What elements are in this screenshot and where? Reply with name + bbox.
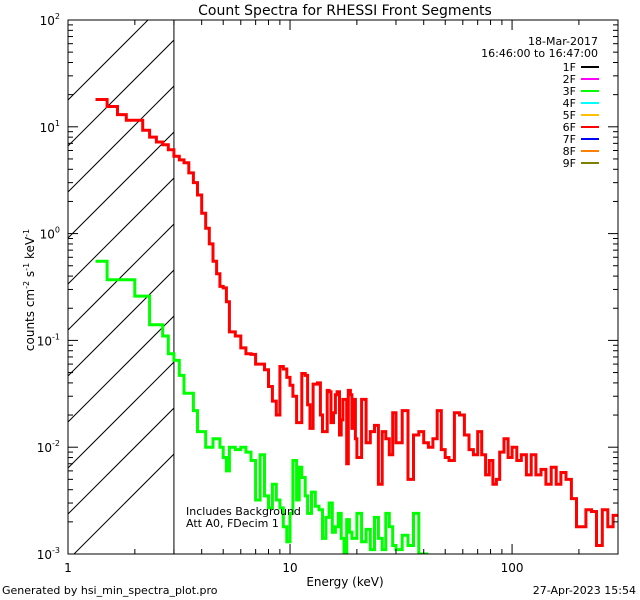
hatched-region bbox=[68, 20, 174, 554]
legend-label: 3F bbox=[563, 85, 576, 98]
y-tick-label: 101 bbox=[40, 119, 60, 135]
observation-time-range: 16:46:00 to 16:47:00 bbox=[481, 47, 598, 60]
chart-title: Count Spectra for RHESSI Front Segments bbox=[198, 3, 492, 19]
hatch-line bbox=[68, 85, 174, 193]
hatch-line bbox=[68, 361, 174, 469]
x-tick-label: 100 bbox=[501, 561, 524, 575]
annotation-attenuator: Att A0, FDecim 1 bbox=[186, 517, 279, 530]
y-axis-label-part: counts cm bbox=[23, 289, 37, 351]
hatch-line bbox=[68, 177, 174, 285]
y-axis-label-part: keV bbox=[23, 236, 37, 263]
plot-frame bbox=[67, 19, 619, 555]
observation-date: 18-Mar-2017 bbox=[528, 35, 598, 48]
y-axis-label-part: s bbox=[23, 271, 37, 281]
series-6F-line bbox=[95, 98, 618, 547]
footer-timestamp: 27-Apr-2023 15:54 bbox=[533, 584, 636, 597]
hatch-line bbox=[68, 407, 174, 515]
hatch-line bbox=[68, 223, 174, 331]
y-axis-label: counts cm-2 s-1 keV-1 bbox=[22, 229, 37, 351]
hatch-line bbox=[68, 269, 174, 377]
legend-label: 8F bbox=[563, 145, 576, 158]
hatch-line bbox=[73, 453, 174, 554]
y-tick-label: 10-2 bbox=[37, 439, 60, 455]
legend-label: 9F bbox=[563, 157, 576, 170]
legend-label: 4F bbox=[563, 97, 576, 110]
hatch-line bbox=[68, 39, 174, 147]
annotation-background: Includes Background bbox=[186, 505, 301, 518]
y-tick-label: 102 bbox=[40, 12, 60, 28]
legend-label: 7F bbox=[563, 133, 576, 146]
y-axis-label-exp: -1 bbox=[22, 229, 31, 237]
footer-generated-by: Generated by hsi_min_spectra_plot.pro bbox=[2, 584, 218, 597]
y-tick-label: 100 bbox=[40, 226, 60, 242]
legend-label: 5F bbox=[563, 109, 576, 122]
legend-label: 1F bbox=[563, 61, 576, 74]
legend-label: 6F bbox=[563, 121, 576, 134]
y-axis-label-exp: -2 bbox=[22, 281, 31, 289]
series-3F-line bbox=[95, 259, 429, 554]
x-tick-label: 1 bbox=[64, 561, 72, 575]
hatch-line bbox=[68, 315, 174, 423]
y-tick-label: 10-3 bbox=[37, 546, 60, 562]
legend-label: 2F bbox=[563, 73, 576, 86]
y-axis-label-exp: -1 bbox=[22, 263, 31, 271]
y-tick-label: 10-1 bbox=[37, 332, 60, 348]
x-tick-label: 10 bbox=[282, 561, 297, 575]
x-axis-label: Energy (keV) bbox=[306, 575, 383, 589]
